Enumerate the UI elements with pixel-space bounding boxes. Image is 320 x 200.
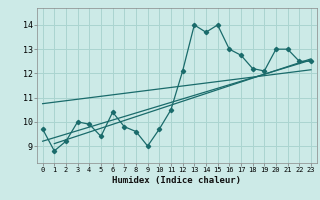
X-axis label: Humidex (Indice chaleur): Humidex (Indice chaleur) bbox=[112, 176, 241, 185]
